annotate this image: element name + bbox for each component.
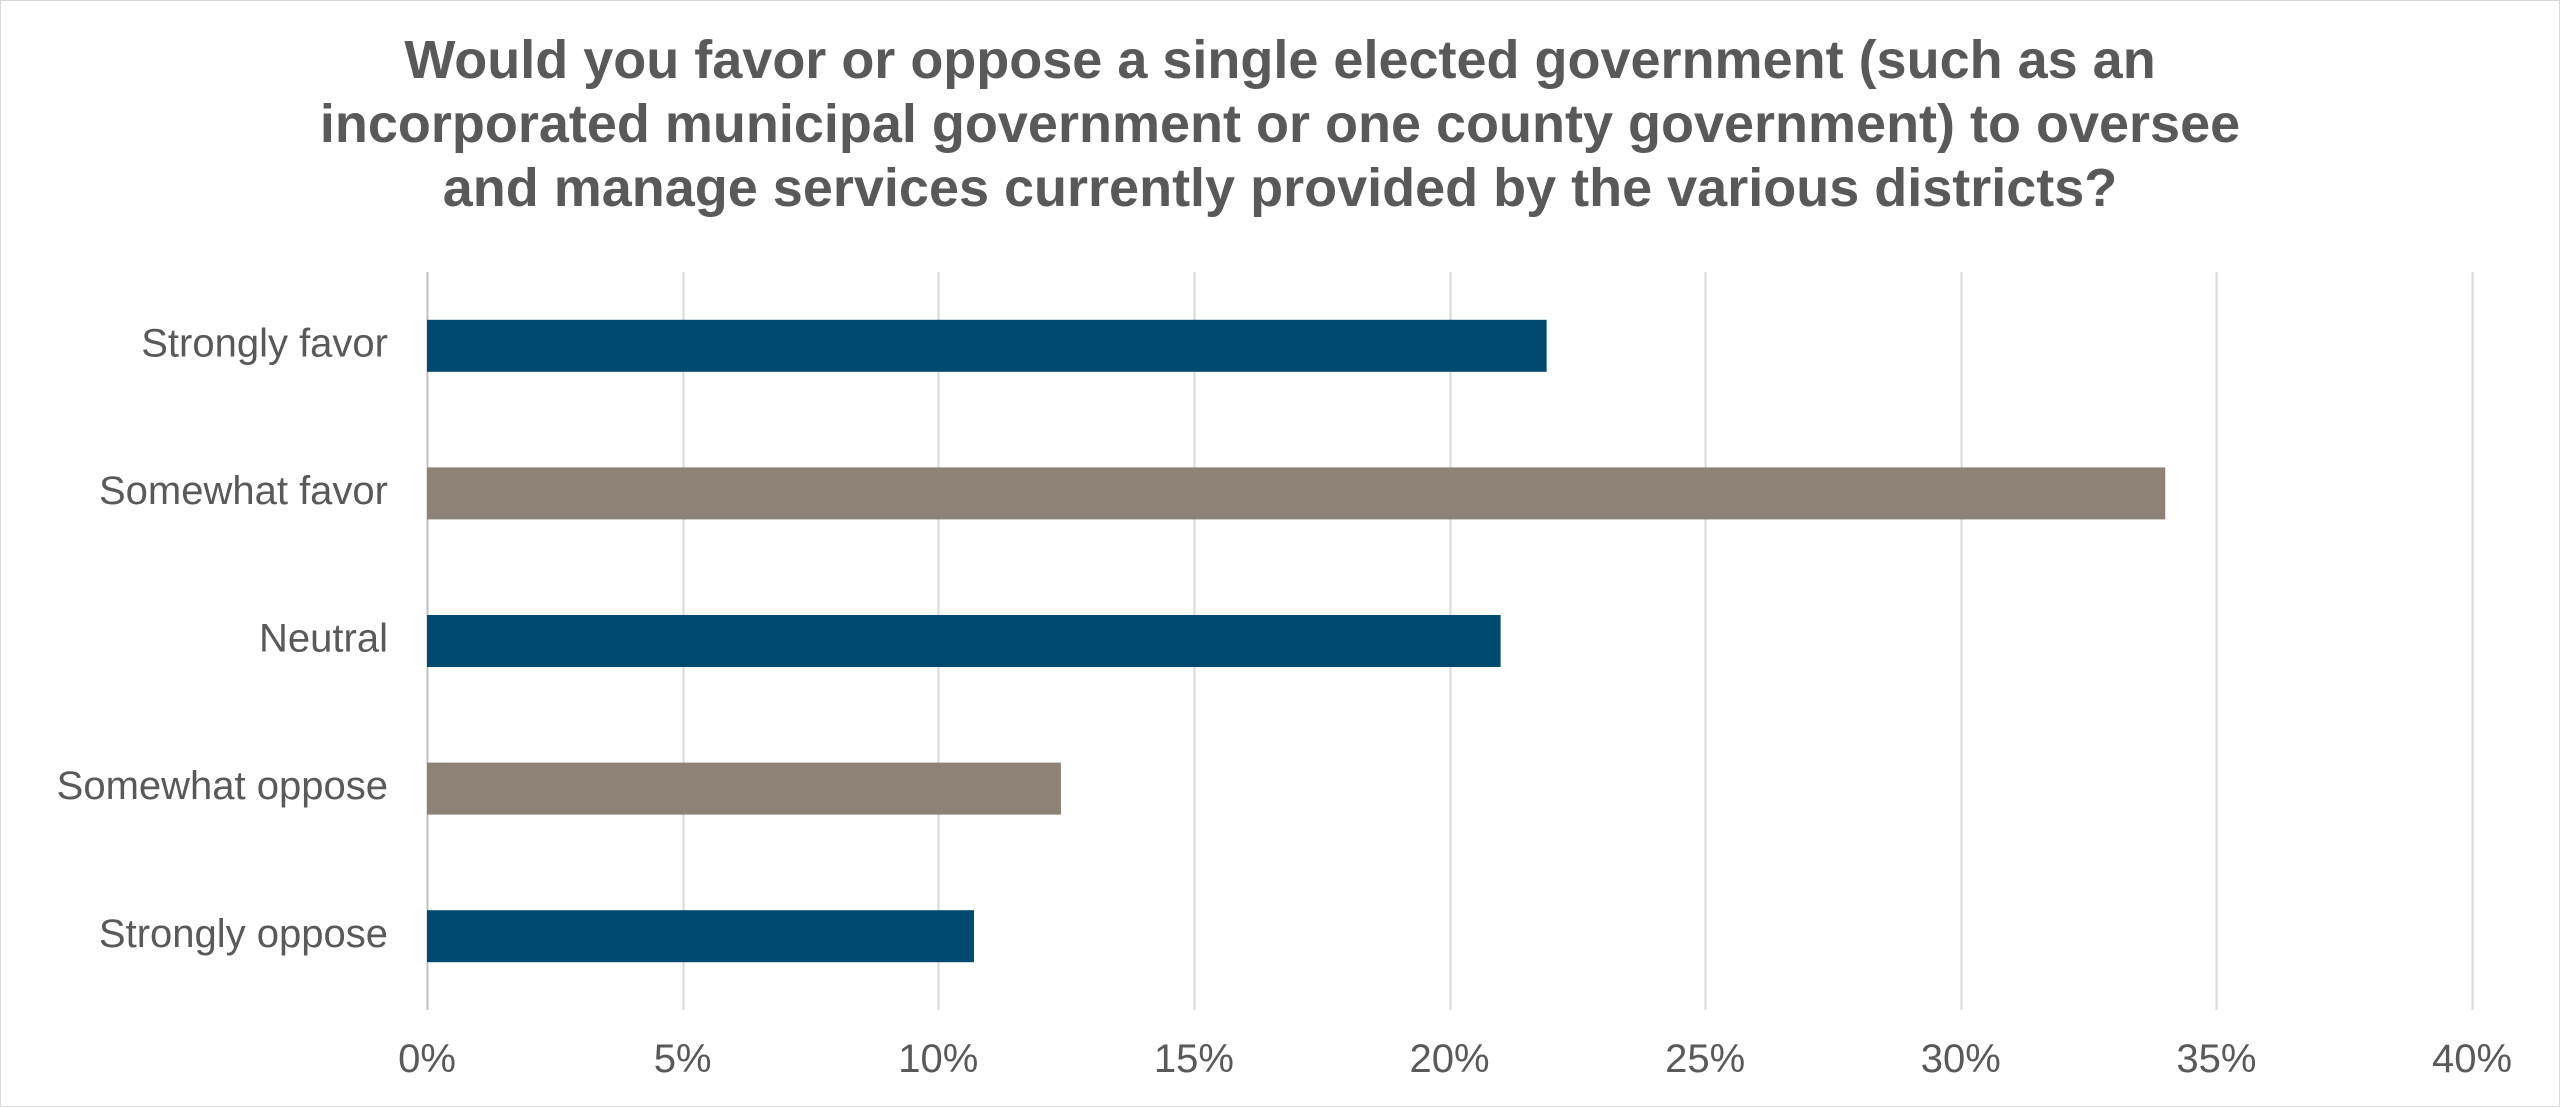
x-tick-label: 20%: [1409, 1037, 1489, 1081]
bar-somewhat-favor: [427, 467, 2166, 520]
x-tick-label: 5%: [654, 1037, 712, 1081]
bar-strongly-oppose: [427, 910, 975, 963]
x-tick-label: 30%: [1921, 1037, 2001, 1081]
bar-neutral: [427, 615, 1501, 667]
category-labels: Strongly favor Somewhat favor Neutral Somew…: [57, 321, 388, 955]
category-label: Neutral: [259, 617, 388, 661]
x-tick-label: 0%: [398, 1037, 456, 1081]
bar-strongly-favor: [427, 319, 1547, 372]
x-tick-label: 35%: [2176, 1037, 2256, 1081]
chart-title-line-1: Would you favor or oppose a single elect…: [404, 30, 2156, 90]
x-tick-label: 40%: [2432, 1037, 2512, 1081]
x-tick-label: 25%: [1665, 1037, 1745, 1081]
x-tick-labels: 0% 5% 10% 15% 20% 25% 30% 35% 40%: [398, 1037, 2512, 1081]
x-tick-label: 15%: [1154, 1037, 1234, 1081]
chart-title-line-2: incorporated municipal government or one…: [319, 94, 2241, 154]
chart-title: Would you favor or oppose a single elect…: [0, 28, 2560, 220]
bar-somewhat-oppose: [427, 762, 1061, 815]
x-tick-label: 10%: [898, 1037, 978, 1081]
category-label: Somewhat favor: [99, 469, 388, 513]
chart-title-line-3: and manage services currently provided b…: [442, 158, 2118, 218]
bars: [427, 319, 2166, 963]
category-label: Somewhat oppose: [57, 764, 388, 808]
category-label: Strongly favor: [141, 321, 388, 365]
category-label: Strongly oppose: [99, 912, 388, 956]
